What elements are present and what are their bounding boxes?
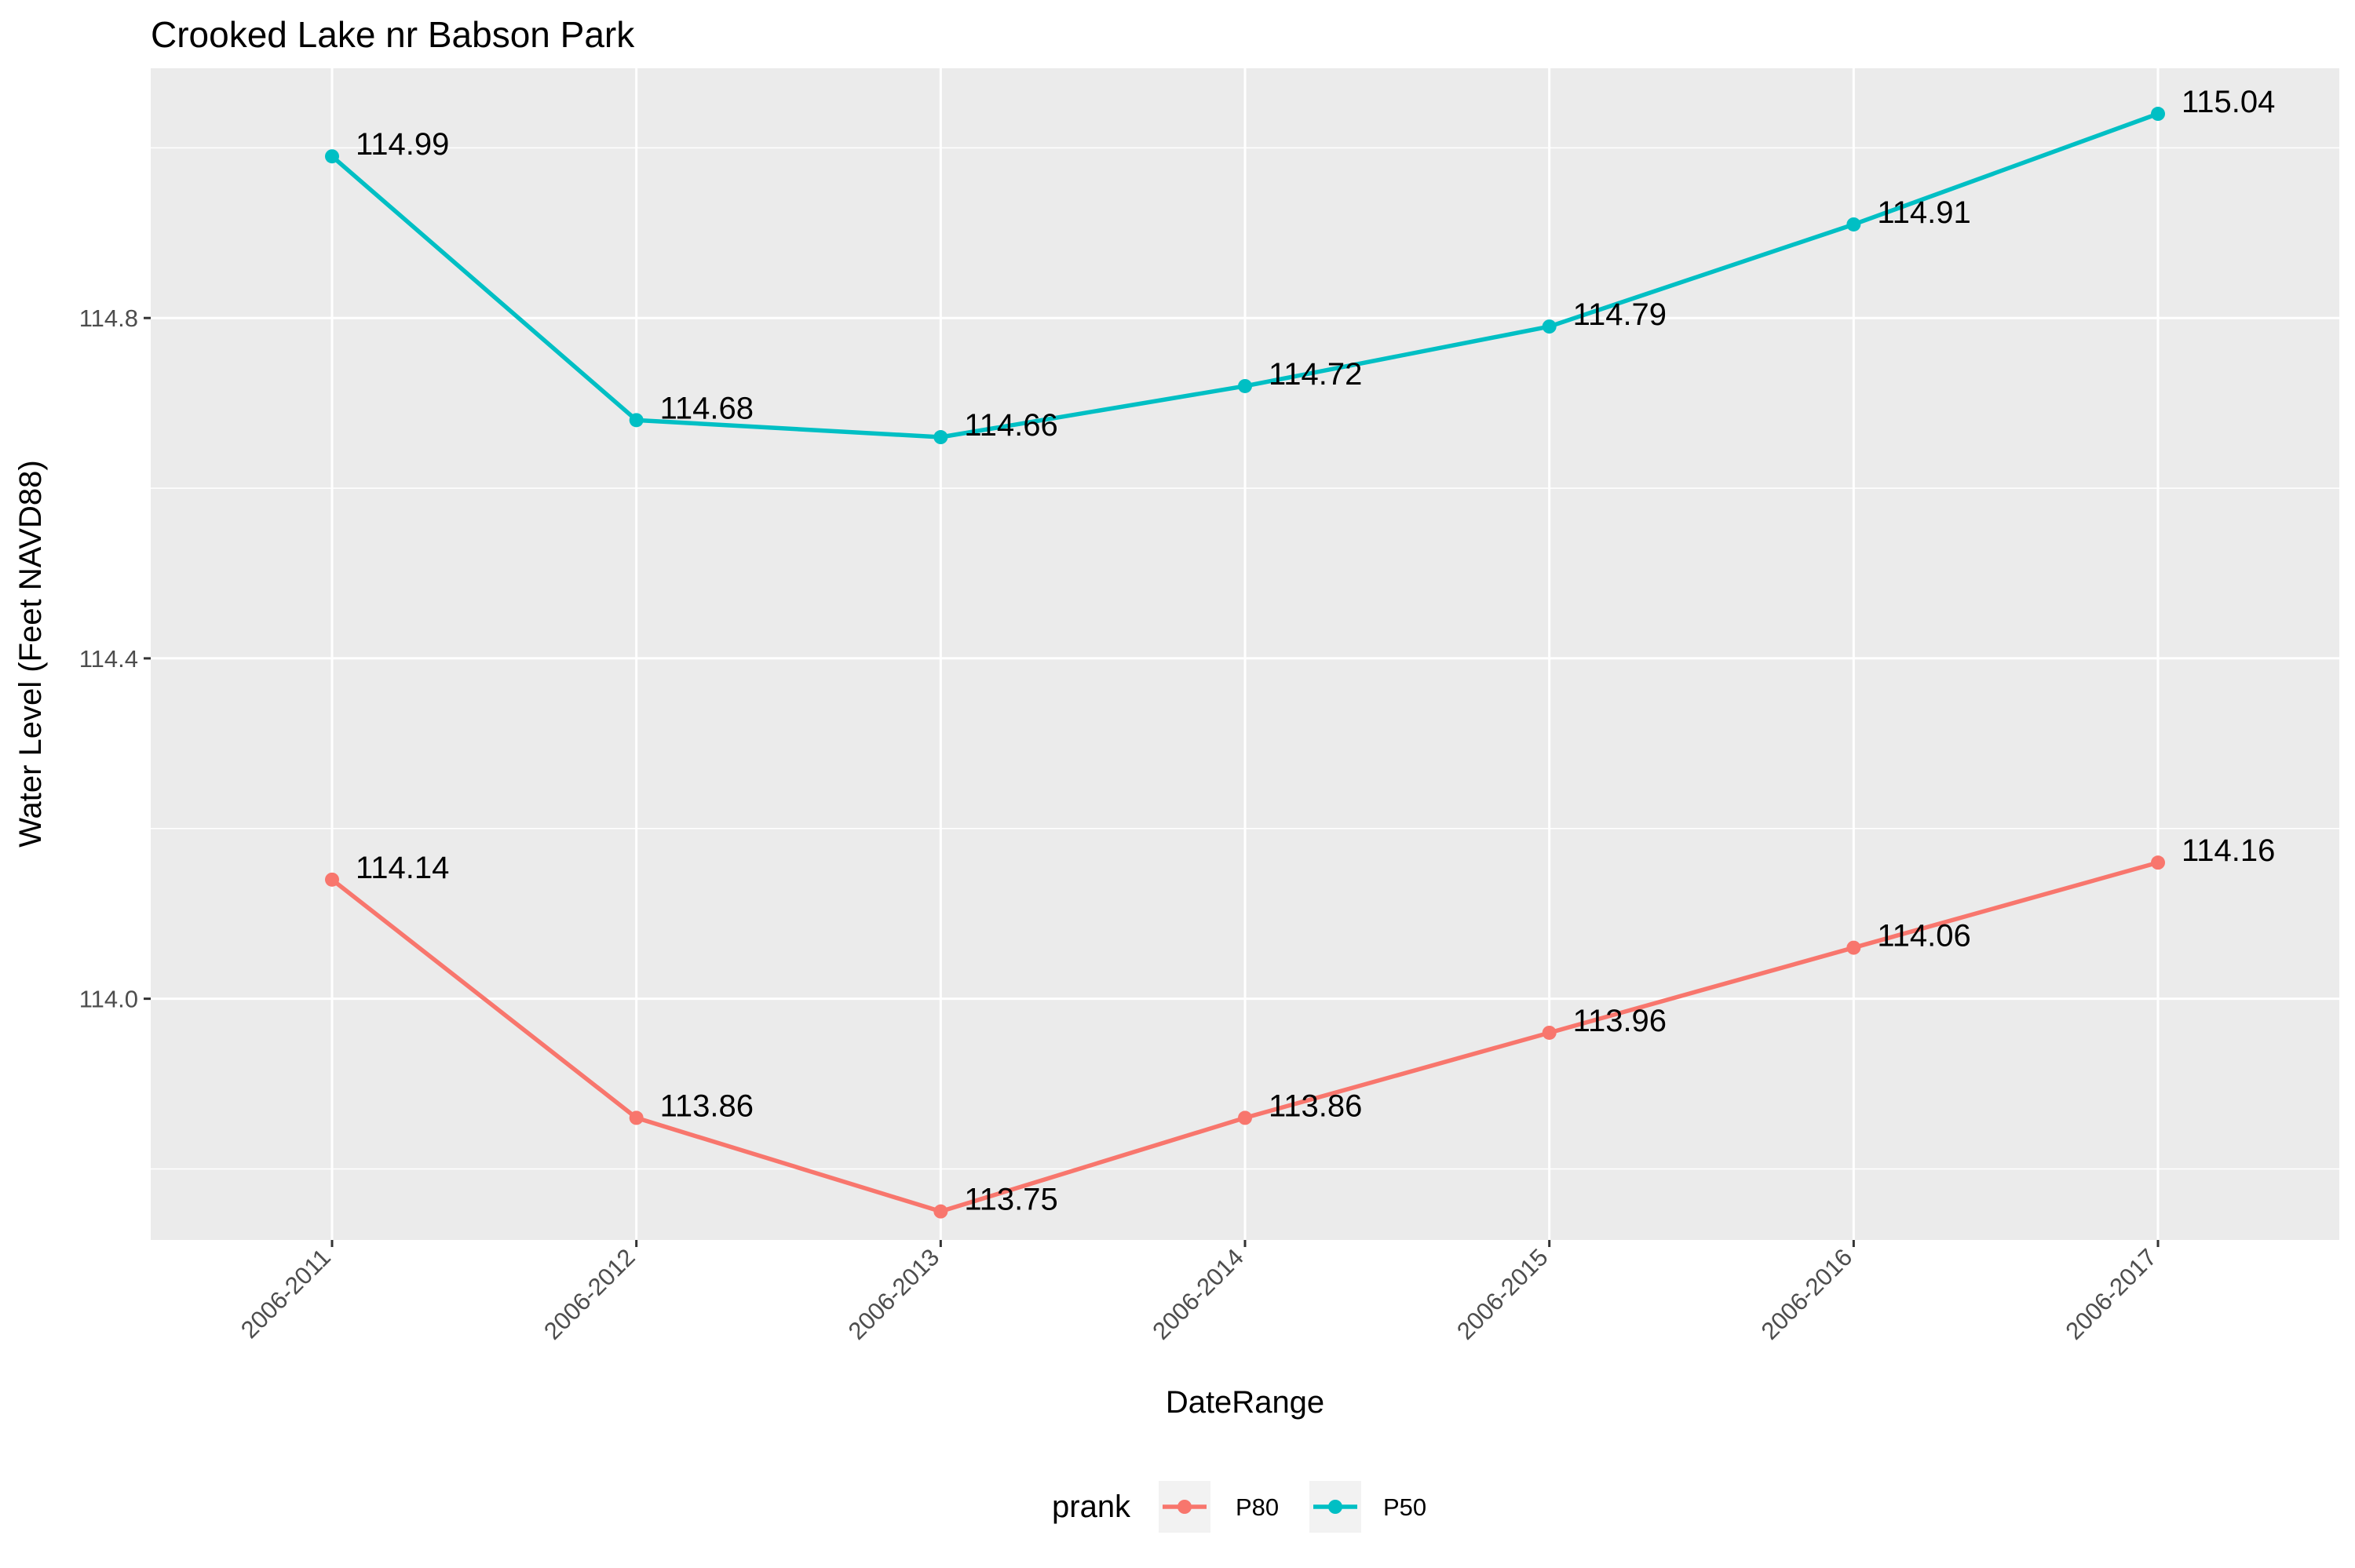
y-tick-label-0: 114.0 — [79, 986, 138, 1013]
data-labels: 114.14 113.86 113.75 113.86 113.96 114.06 114.… — [356, 85, 2275, 1217]
data-point-p80-4 — [1542, 1025, 1557, 1040]
data-label-p80-2: 113.75 — [964, 1183, 1057, 1217]
data-label-p50-1: 114.68 — [660, 391, 754, 425]
legend-label-p50: P50 — [1383, 1493, 1426, 1521]
x-axis-title: DateRange — [1166, 1385, 1324, 1420]
x-tick-label-2: 2006-2013 — [843, 1243, 945, 1345]
legend-items: P80 P50 — [1159, 1481, 1426, 1533]
data-point-p80-5 — [1846, 940, 1861, 955]
y-tick-label-1: 114.4 — [79, 645, 138, 673]
major-gridlines — [151, 68, 2339, 1240]
data-label-p50-5: 114.91 — [1877, 195, 1970, 230]
data-point-p50-5 — [1846, 217, 1861, 232]
data-point-p50-1 — [629, 413, 644, 428]
data-label-p80-5: 114.06 — [1877, 919, 1970, 954]
x-tick-label-5: 2006-2016 — [1756, 1243, 1858, 1345]
data-point-p80-2 — [933, 1204, 948, 1219]
data-label-p50-6: 115.04 — [2182, 85, 2275, 119]
y-axis-tick-labels: 114.0 114.4 114.8 — [79, 304, 138, 1012]
data-point-p80-6 — [2151, 855, 2166, 870]
y-axis-title: Water Level (Feet NAVD88) — [13, 460, 48, 848]
x-tick-label-6: 2006-2017 — [2060, 1243, 2162, 1345]
legend-key-point-p80 — [1178, 1500, 1192, 1514]
legend-label-p80: P80 — [1236, 1493, 1279, 1521]
data-label-p50-3: 114.72 — [1269, 357, 1362, 392]
x-tick-label-4: 2006-2015 — [1451, 1243, 1554, 1345]
y-tick-label-2: 114.8 — [79, 304, 138, 332]
legend: prank P80 P50 — [1052, 1481, 1426, 1533]
x-tick-label-3: 2006-2014 — [1147, 1243, 1249, 1345]
data-point-p50-0 — [325, 149, 339, 164]
data-label-p80-0: 114.14 — [356, 851, 449, 885]
data-label-p50-4: 114.79 — [1573, 297, 1667, 332]
data-point-p50-2 — [933, 430, 948, 445]
data-point-p80-1 — [629, 1110, 644, 1125]
chart-title: Crooked Lake nr Babson Park — [151, 14, 635, 55]
data-point-p50-6 — [2151, 107, 2166, 122]
data-label-p80-4: 113.96 — [1573, 1004, 1667, 1038]
data-label-p50-0: 114.99 — [356, 127, 449, 162]
data-point-p80-0 — [325, 872, 339, 887]
x-tick-label-1: 2006-2012 — [539, 1243, 641, 1345]
series-layer — [325, 107, 2166, 1219]
axis-ticks — [144, 316, 2160, 1247]
legend-key-point-p50 — [1328, 1500, 1342, 1514]
data-label-p50-2: 114.66 — [964, 408, 1057, 443]
x-tick-label-0: 2006-2011 — [236, 1243, 336, 1344]
data-point-p80-3 — [1238, 1110, 1253, 1125]
data-label-p80-3: 113.86 — [1269, 1088, 1362, 1123]
data-label-p80-1: 113.86 — [660, 1088, 754, 1123]
data-point-p50-3 — [1238, 378, 1253, 393]
legend-title: prank — [1052, 1490, 1131, 1524]
data-point-p50-4 — [1542, 319, 1557, 334]
data-label-p80-6: 114.16 — [2182, 833, 2275, 868]
x-axis-tick-labels: 2006-2011 2006-2012 2006-2013 2006-2014 2006… — [236, 1243, 2162, 1345]
